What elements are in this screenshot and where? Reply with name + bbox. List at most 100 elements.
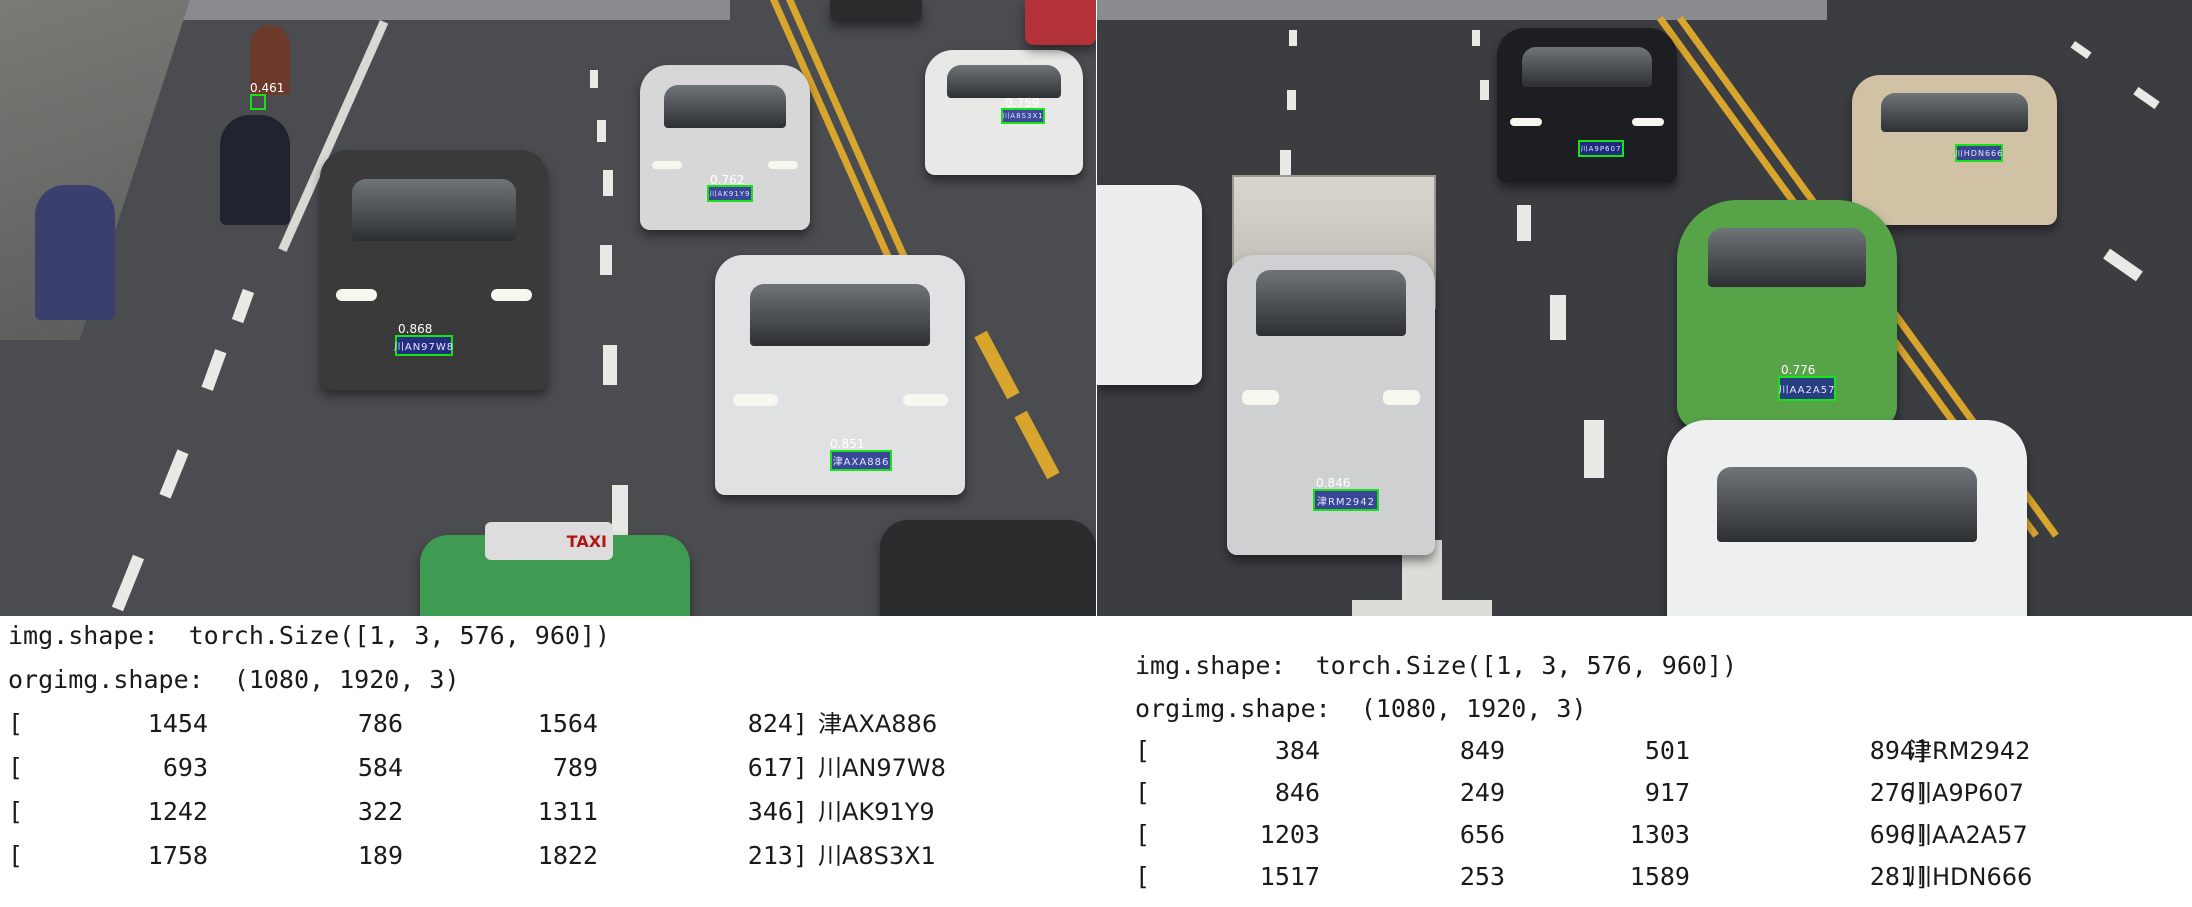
lane-dash <box>597 120 606 142</box>
img-shape-line: img.shape: torch.Size([1, 3, 576, 960]) <box>8 621 611 650</box>
lane-dash <box>1517 205 1531 241</box>
result-row: [ 846 249 917 276] 川A9P607 <box>1135 778 2024 807</box>
result-row: [ 1454 786 1564 824] 津AXA886 <box>8 709 938 738</box>
x2-value: 1589 <box>1629 862 1690 891</box>
x1-value: 1203 <box>1259 820 1320 849</box>
license-plate-box: 川AK91Y9 <box>707 185 753 202</box>
y1-value: 584 <box>357 753 403 782</box>
detection-score: 0.762 <box>710 173 745 187</box>
license-plate-box: 川A8S3X1 <box>1001 108 1045 124</box>
car-dark <box>830 0 922 22</box>
detection-score: 0.846 <box>1316 476 1351 490</box>
lane-dash <box>600 245 612 275</box>
img-shape-line: img.shape: torch.Size([1, 3, 576, 960]) <box>1135 651 1738 680</box>
lane-dash <box>2133 86 2160 110</box>
y2-value: 824] <box>747 709 808 738</box>
plate-result: 川AA2A57 <box>1908 821 2028 849</box>
taxi-sign-text: TAXI <box>566 531 607 551</box>
lane-dash <box>1480 80 1489 100</box>
plate-result: 川A9P607 <box>1908 779 2024 807</box>
orig-shape-line: orgimg.shape: (1080, 1920, 3) <box>8 665 460 694</box>
y2-value: 617] <box>747 753 808 782</box>
license-plate-box: 川HDN666 <box>1955 144 2003 162</box>
car-white <box>1097 185 1202 385</box>
car-red <box>1025 0 1096 45</box>
plate-text: 津RM2942 <box>1316 496 1376 508</box>
lane-dash <box>1584 420 1604 478</box>
plate-text: 川A8S3X1 <box>1002 112 1044 120</box>
detection-score: 0.461 <box>250 81 285 95</box>
plate-result: 川A8S3X1 <box>818 842 936 870</box>
lane-dash <box>111 554 145 612</box>
taxi-roof-sign: TAXI <box>485 522 613 560</box>
x2-value: 1303 <box>1629 820 1690 849</box>
plate-text: 川AA2A57 <box>1778 385 1836 396</box>
lane-dash <box>612 485 628 540</box>
license-plate-box: 川AA2A57 <box>1778 376 1836 401</box>
x2-value: 1822 <box>537 841 598 870</box>
y2-value: 276] <box>1869 778 1930 807</box>
hatch-mark <box>974 330 1020 400</box>
detection-score: 0.776 <box>1781 363 1816 377</box>
x2-value: 789 <box>552 753 598 782</box>
plate-text: 川AK91Y9 <box>709 189 751 198</box>
lane-dash <box>159 449 189 499</box>
lane-dash <box>201 349 227 391</box>
license-plate-box: 津AXA886 <box>830 450 892 471</box>
scooter-rider <box>220 115 290 225</box>
y1-value: 786 <box>357 709 403 738</box>
y1-value: 849 <box>1459 736 1505 765</box>
plate-result: 川HDN666 <box>1908 863 2033 891</box>
plate-text: 川AN97W8 <box>393 342 455 353</box>
car-white <box>640 65 810 230</box>
lane-dash <box>1280 150 1291 176</box>
license-plate-box: 川AN97W8 <box>393 335 455 356</box>
car-black <box>1497 28 1677 183</box>
plate-result: 川AN97W8 <box>818 754 946 782</box>
lane-dash <box>603 345 617 385</box>
road-arrow <box>1352 600 1492 616</box>
result-row: [ 1517 253 1589 281] 川HDN666 <box>1135 862 2033 891</box>
lane-dash <box>2103 248 2143 282</box>
license-plate-box <box>250 94 266 110</box>
y2-value: 894] <box>1869 736 1930 765</box>
x2-value: 1311 <box>537 797 598 826</box>
lane-dash <box>1550 295 1566 340</box>
result-row: [ 1242 322 1311 346] 川AK91Y9 <box>8 797 935 826</box>
orig-shape-line: orgimg.shape: (1080, 1920, 3) <box>1135 694 1587 723</box>
result-row: [ 1203 656 1303 696] 川AA2A57 <box>1135 820 2028 849</box>
result-row: [ 384 849 501 894] 津RM2942 <box>1135 736 2031 765</box>
license-plate-box: 津RM2942 <box>1313 489 1379 511</box>
x1-value: 846 <box>1274 778 1320 807</box>
x1-value: 1517 <box>1259 862 1320 891</box>
result-row: [ 1758 189 1822 213] 川A8S3X1 <box>8 841 936 870</box>
y2-value: 696] <box>1869 820 1930 849</box>
car-dark <box>880 520 1096 616</box>
y2-value: 281] <box>1869 862 1930 891</box>
y1-value: 656 <box>1459 820 1505 849</box>
detection-image-left: TAXI 0.461 0.759 川A8S3X1 0.762 川AK91Y9 0… <box>0 0 1096 616</box>
x2-value: 1564 <box>537 709 598 738</box>
plate-result: 津RM2942 <box>1908 737 2031 765</box>
plate-result: 川AK91Y9 <box>818 798 935 826</box>
scooter-rider <box>35 185 115 320</box>
result-row: [ 693 584 789 617] 川AN97W8 <box>8 753 946 782</box>
plate-result: 津AXA886 <box>818 710 938 738</box>
lane-dash <box>590 70 598 88</box>
plate-text: 津AXA886 <box>832 457 890 468</box>
x2-value: 501 <box>1644 736 1690 765</box>
plate-text: 川A9P607 <box>1580 144 1622 153</box>
y2-value: 346] <box>747 797 808 826</box>
lane-dash <box>1287 90 1296 110</box>
x1-value: 1454 <box>147 709 208 738</box>
car-white <box>1667 420 2027 616</box>
image-top-strip <box>1097 0 1827 20</box>
y1-value: 189 <box>357 841 403 870</box>
hatch-mark <box>1014 410 1060 480</box>
lane-dash <box>2070 40 2092 60</box>
y1-value: 253 <box>1459 862 1505 891</box>
y1-value: 322 <box>357 797 403 826</box>
x1-value: 693 <box>162 753 208 782</box>
license-plate-box: 川A9P607 <box>1578 140 1624 157</box>
lane-dash <box>1289 30 1297 46</box>
